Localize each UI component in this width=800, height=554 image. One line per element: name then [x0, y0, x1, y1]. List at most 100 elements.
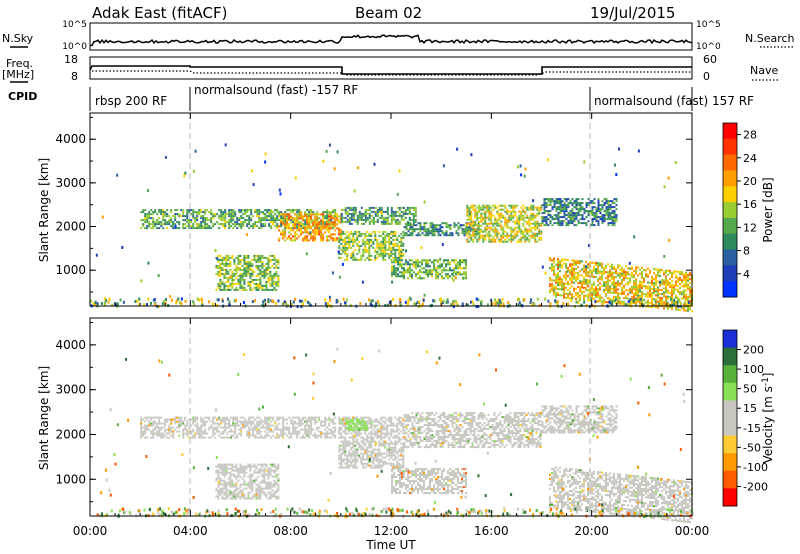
power-cell: [490, 218, 493, 221]
power-scatter-point: [335, 298, 338, 302]
power-cell: [665, 285, 667, 288]
power-cell: [156, 221, 159, 224]
power-cell: [631, 291, 633, 294]
velocity-cell: [242, 416, 245, 419]
power-cell: [520, 230, 523, 233]
power-cell: [585, 270, 587, 273]
power-scatter-point: [370, 299, 373, 303]
velocity-cell: [202, 430, 205, 433]
power-cell: [425, 269, 427, 272]
power-cell: [484, 218, 487, 221]
power-cell: [563, 292, 565, 295]
power-cell: [665, 287, 667, 290]
power-cell: [340, 229, 343, 232]
power-cell: [374, 258, 377, 261]
power-cell: [613, 216, 616, 219]
power-scatter-point: [529, 301, 532, 304]
power-cell: [296, 211, 299, 214]
power-cell: [394, 248, 397, 251]
power-scatter-point: [300, 299, 303, 303]
power-cell: [496, 210, 499, 213]
power-cell: [587, 210, 590, 213]
power-cell: [603, 290, 605, 293]
power-cell: [374, 234, 377, 237]
velocity-cell: [244, 426, 247, 429]
power-colorbar-segment: [723, 186, 737, 203]
power-cell: [522, 216, 525, 219]
power-cell: [607, 297, 609, 300]
power-cell: [242, 221, 245, 224]
power-cell: [405, 228, 408, 231]
velocity-cell: [202, 418, 205, 421]
power-colorbar-segment: [723, 249, 737, 266]
power-region-5: [466, 204, 543, 243]
velocity-cell: [244, 424, 247, 427]
power-cell: [344, 252, 347, 255]
power-cell: [555, 285, 557, 288]
power-cell: [545, 220, 548, 223]
velocity-cell: [144, 424, 147, 427]
power-cell: [609, 273, 611, 276]
power-cell: [611, 222, 614, 225]
power-scatter-point: [278, 188, 281, 192]
velocity-cell: [248, 434, 251, 437]
power-cell: [206, 225, 209, 228]
power-cell: [478, 236, 481, 239]
power-cell: [409, 259, 411, 262]
velocity-cell: [324, 420, 327, 423]
power-cell: [399, 271, 401, 274]
power-cell: [390, 220, 393, 223]
velocity-cell: [314, 418, 317, 421]
power-cell: [455, 263, 457, 266]
power-cell: [388, 238, 391, 241]
power-cell: [435, 259, 437, 262]
power-cell: [679, 291, 681, 293]
power-cell: [514, 206, 517, 209]
power-cell: [378, 246, 381, 249]
power-cell: [415, 234, 418, 237]
power-cell: [334, 209, 337, 212]
power-scatter-point: [556, 303, 559, 307]
power-cell: [397, 273, 399, 276]
power-cell: [665, 303, 667, 306]
velocity-cell: [308, 432, 311, 435]
velocity-cell: [226, 418, 229, 421]
power-cell: [651, 282, 653, 284]
power-cell: [665, 297, 667, 300]
velocity-cell: [316, 436, 319, 439]
power-cell: [639, 302, 641, 305]
velocity-cell: [156, 430, 159, 433]
power-cell: [496, 236, 499, 239]
velocity-cell: [282, 416, 285, 419]
power-cell: [350, 212, 353, 215]
power-cell: [575, 218, 578, 221]
power-cell: [288, 235, 291, 238]
power-cell: [210, 219, 213, 222]
power-cell: [384, 248, 387, 251]
power-cell: [603, 270, 605, 273]
power-cell: [687, 273, 689, 276]
power-cell: [350, 256, 353, 259]
power-cell: [579, 204, 582, 207]
power-cell: [374, 238, 377, 241]
power-cell: [170, 217, 173, 220]
power-cell: [390, 210, 393, 213]
power-cell: [633, 292, 635, 295]
power-cell: [310, 227, 313, 230]
power-cell: [391, 275, 393, 278]
power-cell: [633, 284, 635, 287]
power-cell: [292, 217, 295, 220]
power-cell: [284, 227, 287, 230]
power-scatter-point: [436, 260, 439, 263]
power-cell: [601, 208, 604, 211]
power-cell: [611, 216, 614, 219]
power-cell: [461, 224, 464, 227]
velocity-cell: [306, 420, 309, 423]
power-cell: [557, 222, 560, 225]
power-cell: [579, 210, 582, 213]
power-cell: [354, 230, 357, 233]
power-cell: [176, 209, 179, 212]
power-cell: [256, 213, 259, 216]
velocity-cell: [182, 432, 185, 435]
power-cell: [563, 288, 565, 291]
